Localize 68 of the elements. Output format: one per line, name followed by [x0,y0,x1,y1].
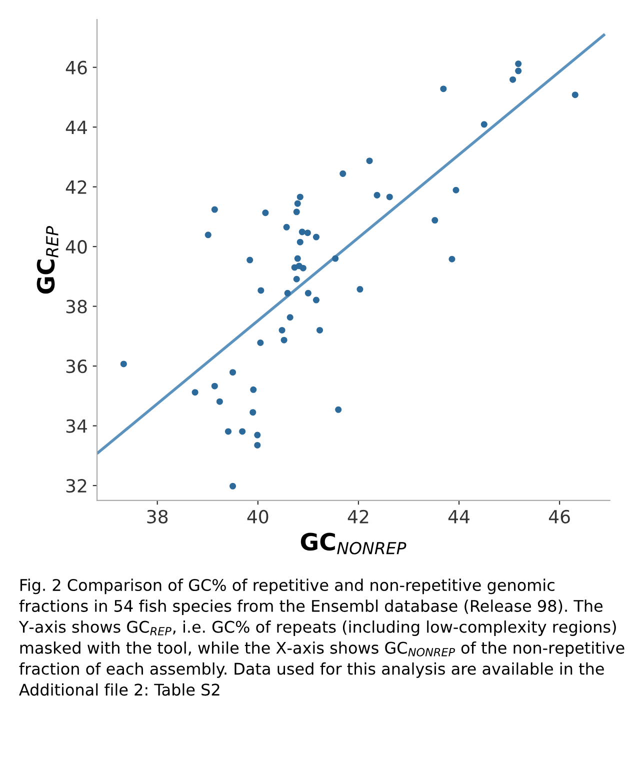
point [452,186,460,194]
point [340,170,346,177]
point [250,386,257,393]
point [211,206,218,213]
point [284,290,291,296]
y-tick-label: 34 [66,419,87,433]
point [230,369,236,376]
point [296,194,304,200]
x-tick-label: 44 [448,510,470,524]
point [356,286,364,293]
point [278,326,286,334]
point [246,256,254,264]
point [572,92,578,98]
x-tick-label: 42 [348,510,368,524]
point [254,442,261,448]
point [293,208,300,216]
point [312,296,320,304]
point [296,238,304,246]
point [280,336,288,344]
point [480,121,488,128]
x-tick-label: 40 [247,510,268,524]
point [294,200,301,207]
text: Fig. 2 Comparison of GC% of repetitive and non-repetitive genomic fractions in 54 fish species from the Ensembl database (Release 98). The Y-axis shows GC$_{REP}$, i.e. GC% of repeats (including low-complexity regions) masked with the tool, while the X-axis shows GC$_{NONREP}$ of the non-repetitive fraction of each assembly. Data used for this analysis are available in the Additional file 2: Table S2 [18,578,624,696]
point [386,194,393,200]
y-tick-label: 46 [66,60,87,74]
point [283,224,290,230]
point [258,287,264,294]
point [374,192,380,198]
point [335,406,342,413]
y-tick-label: 44 [66,120,87,134]
point [440,86,447,92]
y-tick-label: 36 [66,360,87,374]
point [293,276,300,282]
point [304,290,312,296]
y-tick-label: 40 [66,240,87,254]
y-tick-label: 38 [66,300,87,314]
point [366,158,373,164]
point [216,398,223,405]
point [250,409,256,416]
y-tick-label: 32 [66,479,86,493]
point [254,432,261,438]
y-tick-label: 42 [66,180,86,194]
point [448,256,456,262]
point [211,382,218,390]
point [239,428,246,435]
point [257,340,264,346]
point [316,326,323,334]
point [224,428,232,435]
point [332,255,339,262]
point [120,360,127,368]
point [262,210,269,216]
point [432,217,438,224]
point [515,60,522,68]
point [192,389,198,396]
point [286,314,294,321]
y-axis-title: GC$_{REP}$ [36,226,58,294]
point [304,230,311,236]
point [312,234,320,240]
x-tick-label: 46 [548,510,570,524]
point [510,76,516,83]
point [298,228,306,236]
point [204,232,212,238]
point [296,262,302,270]
point [294,255,301,262]
point [515,68,522,74]
x-tick-label: 38 [147,510,168,524]
point [230,482,236,490]
x-axis-title: GC$_{NONREP}$ [300,532,406,554]
